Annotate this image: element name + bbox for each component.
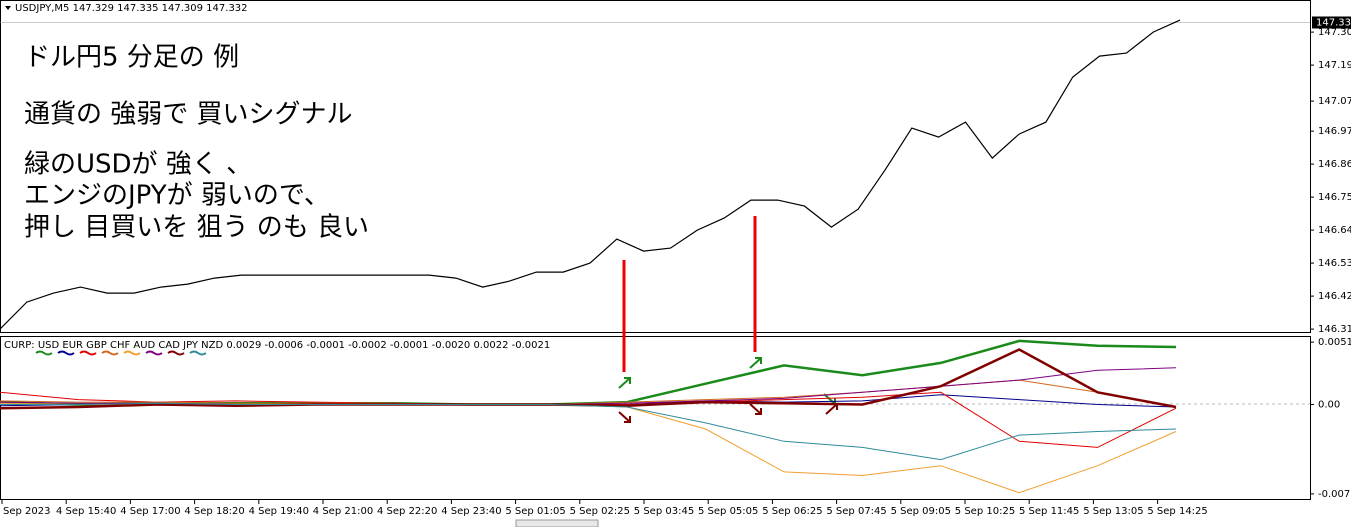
annotation: ドル円5 分足の 例 [24, 43, 239, 73]
y-tick-label: 0.0051 [1318, 337, 1351, 348]
y-tick-label: 146.97 [1318, 126, 1351, 137]
annotation: 押し 目買いを 狙う のも 良い [24, 213, 369, 243]
x-tick-label: 4 Sep 15:40 [56, 506, 116, 517]
legend-swatch [79, 350, 97, 356]
y-tick-label: 147.190 [1318, 60, 1351, 71]
x-tick-label: 4 Sep 23:40 [441, 506, 501, 517]
y-tick-label: 146.86 [1318, 159, 1351, 170]
y-tick-label: 146.31 [1318, 324, 1351, 335]
legend-swatch [57, 350, 75, 356]
up-arrow [618, 377, 631, 389]
legend-swatch [167, 350, 185, 356]
x-tick-label: 5 Sep 07:45 [826, 506, 886, 517]
annotation: 緑のUSDが 強く 、 [24, 150, 252, 180]
symbol-header: USDJPY,M5 147.329 147.335 147.309 147.33… [15, 3, 248, 14]
x-tick-label: 5 Sep 06:25 [762, 506, 822, 517]
legend-swatch [101, 350, 119, 356]
legend-swatch [189, 350, 207, 356]
down-arrow [749, 403, 762, 415]
x-tick-label: 5 Sep 11:45 [1019, 506, 1079, 517]
x-tick-label: 4 Sep 21:00 [313, 506, 373, 517]
x-tick-label: 4 Sep 2023 [0, 506, 51, 517]
legend-swatch [35, 350, 53, 356]
x-tick-label: 4 Sep 17:00 [120, 506, 180, 517]
x-tick-label: 5 Sep 03:45 [634, 506, 694, 517]
series-line [0, 19, 1181, 330]
up-arrow [749, 357, 762, 369]
x-tick-label: 5 Sep 02:25 [570, 506, 630, 517]
dropdown-icon[interactable] [5, 6, 11, 10]
x-tick-label: 5 Sep 05:05 [698, 506, 758, 517]
y-tick-label: -0.0073 [1318, 489, 1351, 500]
current-price-box [1312, 16, 1351, 29]
annotation: 通貨の 強弱で 買いシグナル [24, 100, 353, 130]
x-tick-label: 4 Sep 18:20 [184, 506, 244, 517]
series-line [0, 348, 1177, 410]
down-arrow [618, 411, 631, 423]
x-tick-label: 5 Sep 01:05 [505, 506, 565, 517]
y-tick-label: 147.300 [1318, 27, 1351, 38]
indicator-panel-border [0, 336, 1311, 500]
annotation: エンジのJPYが 弱いので、 [24, 181, 330, 211]
x-tick-label: 5 Sep 10:25 [955, 506, 1015, 517]
x-tick-label: 4 Sep 22:20 [377, 506, 437, 517]
y-tick-label: 147.070 [1318, 96, 1351, 107]
current-price-label: 147.332 [1316, 18, 1351, 29]
x-tick-label: 4 Sep 19:40 [249, 506, 309, 517]
indicator-title: CURP: USD EUR GBP CHF AUD CAD JPY NZD 0.… [4, 340, 550, 351]
legend-swatch [145, 350, 163, 356]
series-line [0, 402, 1177, 461]
y-tick-label: 146.42 [1318, 291, 1351, 302]
y-tick-label: 146.53 [1318, 258, 1351, 269]
x-tick-label: 5 Sep 13:05 [1083, 506, 1143, 517]
y-tick-label: 146.750 [1318, 192, 1351, 203]
price-panel-border [0, 0, 1311, 333]
y-tick-label: 0.00 [1318, 400, 1340, 411]
x-tick-label: 5 Sep 14:25 [1147, 506, 1207, 517]
x-tick-label: 5 Sep 09:05 [891, 506, 951, 517]
y-tick-label: 146.64 [1318, 225, 1351, 236]
legend-swatch [123, 350, 141, 356]
scrollbar-thumb[interactable] [515, 519, 599, 527]
